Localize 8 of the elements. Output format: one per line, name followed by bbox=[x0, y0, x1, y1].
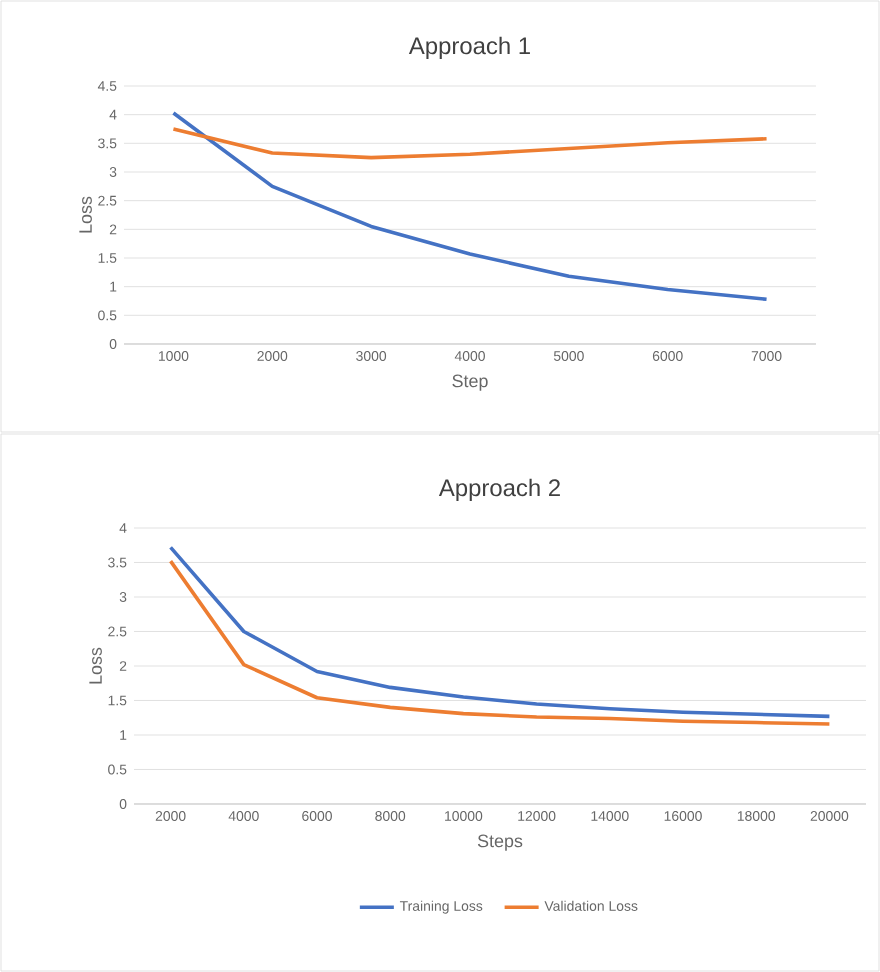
x-axis-title: Step bbox=[452, 374, 488, 391]
y-axis-title: Loss bbox=[79, 196, 92, 233]
chart-title: Approach 1 bbox=[408, 36, 530, 60]
line-series bbox=[171, 111, 769, 302]
chart-title: Approach 2 bbox=[438, 478, 560, 502]
line-series bbox=[171, 127, 769, 160]
x-axis-title: Steps bbox=[477, 834, 523, 851]
y-axis-title: Loss bbox=[89, 647, 102, 684]
